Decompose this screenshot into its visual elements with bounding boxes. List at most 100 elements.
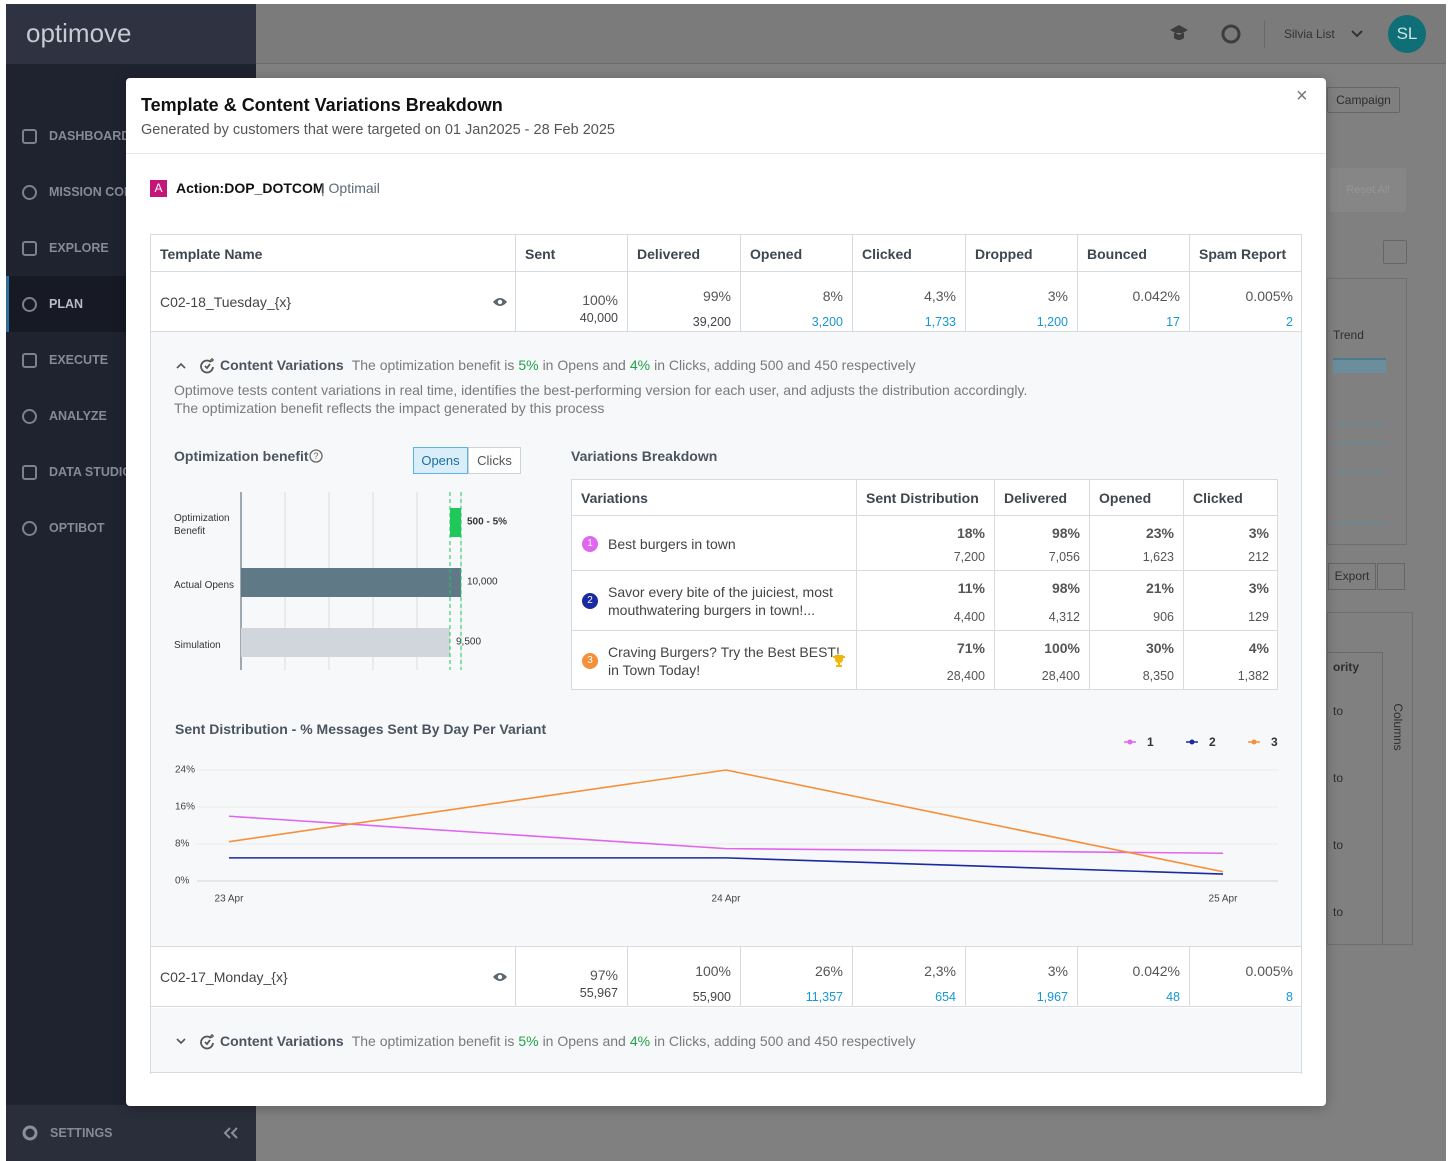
header-label: Clicked xyxy=(1193,490,1243,506)
nav-item[interactable]: DASHBOARD xyxy=(6,108,256,164)
metric-cell: 8% 3,200 xyxy=(740,272,852,332)
modal-title: Template & Content Variations Breakdown xyxy=(141,95,503,115)
toggle-inactive[interactable]: Clicks xyxy=(468,447,521,474)
auto-cell: to xyxy=(1333,704,1344,718)
value-label: 10,000 xyxy=(467,577,498,588)
count: 39,200 xyxy=(692,315,731,329)
user-menu-chevron xyxy=(1351,30,1363,38)
value-label: 500 - 5% xyxy=(467,517,507,528)
count: 1,382 xyxy=(1237,669,1269,683)
header-label: Opened xyxy=(1099,490,1152,506)
toggle-active[interactable]: Opens xyxy=(413,447,468,474)
category-label: Simulation xyxy=(174,639,221,651)
header-label: Delivered xyxy=(1004,490,1068,506)
count: 28,400 xyxy=(1041,669,1080,683)
benefit-text: in Opens and xyxy=(542,357,626,373)
nav-item[interactable]: EXECUTE xyxy=(6,332,256,388)
nav-label: OPTIBOT xyxy=(49,521,105,535)
metric-cell: 2,3% 654 xyxy=(852,947,965,1007)
expand-chevron[interactable] xyxy=(176,362,186,369)
nav-label: DASHBOARD xyxy=(49,129,131,143)
expand-chevron[interactable] xyxy=(176,1037,186,1045)
count: 7,200 xyxy=(953,550,985,564)
metric-cell: 3% 1,967 xyxy=(965,947,1077,1007)
chevron xyxy=(176,362,186,369)
action-name: Action:DOP_DOTCOM xyxy=(176,180,325,196)
count: 40,000 xyxy=(579,311,618,325)
chevrons xyxy=(223,1127,238,1139)
nav-item[interactable]: OPTIBOT xyxy=(6,500,256,556)
header-label: Variations xyxy=(581,490,648,506)
settings-bar[interactable]: SETTINGS xyxy=(6,1105,256,1161)
benefit-text: in Clicks, adding 500 and 450 respective… xyxy=(654,357,916,373)
variations-label: Content Variations xyxy=(220,1033,344,1049)
category-label: Actual Opens xyxy=(174,579,235,591)
nav-item[interactable]: MISSION CON xyxy=(6,164,256,220)
header-label: Sent Distribution xyxy=(866,490,979,506)
percent: 97% xyxy=(589,967,618,983)
count: 1,623 xyxy=(1142,550,1174,564)
legend-label: 1 xyxy=(1147,735,1154,749)
table-header-cell: Dropped xyxy=(965,234,1077,272)
series-line xyxy=(229,857,1224,875)
percent: 100% xyxy=(582,292,618,308)
trend-label: Trend xyxy=(1333,328,1364,342)
variant-badge: 3 xyxy=(582,652,598,669)
y-tick-label: 8% xyxy=(175,839,190,850)
breakdown-header-cell: Delivered xyxy=(994,479,1089,516)
icon-shape xyxy=(22,185,37,200)
category-label: Optimization Benefit xyxy=(174,513,230,537)
settings-icon xyxy=(22,1125,38,1141)
auto-cell: to xyxy=(1333,771,1344,785)
table-header-cell: Opened xyxy=(740,234,852,272)
icon xyxy=(200,359,214,373)
sync-icon xyxy=(1221,24,1241,44)
breakdown-header-cell: Variations xyxy=(571,479,856,516)
export-button[interactable]: Export xyxy=(1328,563,1376,590)
user-name[interactable]: Silvia List xyxy=(1284,27,1335,41)
benefit-text: in Clicks, adding 500 and 450 respective… xyxy=(654,1033,916,1049)
description: Optimove tests content variations in rea… xyxy=(174,382,1028,398)
nav-item[interactable]: ANALYZE xyxy=(6,388,256,444)
header-label: Template Name xyxy=(160,246,263,262)
metric-cell: 0.005% 8 xyxy=(1189,947,1302,1007)
bg-rule xyxy=(1333,473,1387,474)
columns-label[interactable]: Columns xyxy=(1391,703,1405,751)
preview-icon[interactable] xyxy=(493,972,507,982)
count: 3,200 xyxy=(811,315,843,329)
y-tick-label: 16% xyxy=(175,802,195,813)
percent: 0.042% xyxy=(1132,963,1180,979)
campaign-button[interactable]: Campaign xyxy=(1327,87,1400,113)
priority-header: ority xyxy=(1333,660,1360,674)
metric-cell: 100% 55,900 xyxy=(627,947,740,1007)
header-icons xyxy=(1170,24,1241,44)
count: 55,900 xyxy=(692,990,731,1004)
nav-icon xyxy=(22,353,37,368)
preview-icon[interactable] xyxy=(493,297,507,307)
variation-cell: 2 Savor every bite of the juiciest, most … xyxy=(571,571,856,631)
count: 8,350 xyxy=(1142,669,1174,683)
nav-label: MISSION CON xyxy=(49,185,134,199)
bg-panel xyxy=(1327,278,1407,545)
settings-label: SETTINGS xyxy=(50,1126,113,1140)
nav-item[interactable]: DATA STUDIO xyxy=(6,444,256,500)
header-label: Bounced xyxy=(1087,246,1147,262)
icon-shape xyxy=(22,297,37,312)
metric-cell: 98% 4,312 xyxy=(994,571,1089,631)
variation-cell: 3 Craving Burgers? Try the Best BEST! in … xyxy=(571,631,856,690)
icon-shape xyxy=(22,129,37,144)
trend-spark xyxy=(1333,358,1386,373)
more-button[interactable] xyxy=(1377,563,1405,590)
avatar[interactable]: SL xyxy=(1388,15,1426,53)
count: 212 xyxy=(1248,550,1269,564)
close-button[interactable]: × xyxy=(1296,85,1308,107)
nav-label: EXPLORE xyxy=(49,241,109,255)
content-variations-line: Content Variations The optimization benef… xyxy=(176,356,920,374)
count: 4,400 xyxy=(953,610,985,624)
metric-cell: 97% 55,967 xyxy=(515,947,627,1007)
metric-cell: 100% 28,400 xyxy=(994,631,1089,690)
nav-icon xyxy=(22,241,37,256)
variations-label: Content Variations xyxy=(220,357,344,373)
nav-item[interactable]: EXPLORE xyxy=(6,220,256,276)
metric-cell: 4,3% 1,733 xyxy=(852,272,965,332)
